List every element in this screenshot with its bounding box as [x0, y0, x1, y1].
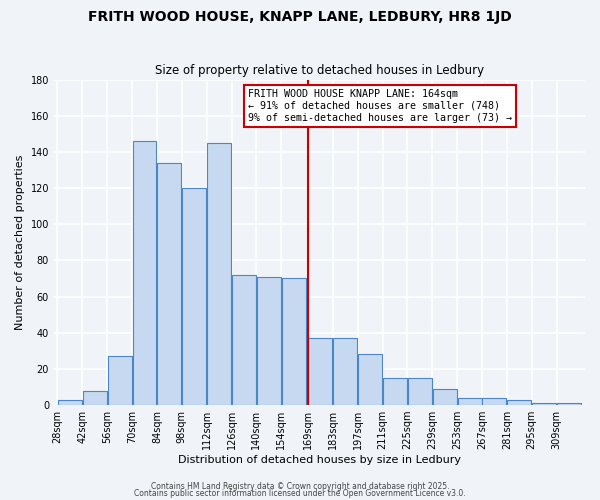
Bar	[458, 398, 482, 405]
Text: Contains HM Land Registry data © Crown copyright and database right 2025.: Contains HM Land Registry data © Crown c…	[151, 482, 449, 491]
Bar	[408, 378, 432, 405]
Text: Contains public sector information licensed under the Open Government Licence v3: Contains public sector information licen…	[134, 489, 466, 498]
Bar	[107, 356, 131, 405]
Bar	[358, 354, 382, 405]
Bar	[58, 400, 82, 405]
X-axis label: Distribution of detached houses by size in Ledbury: Distribution of detached houses by size …	[178, 455, 461, 465]
Bar	[232, 275, 256, 405]
Bar	[333, 338, 357, 405]
Bar	[133, 141, 157, 405]
Bar	[83, 390, 107, 405]
Bar	[507, 400, 531, 405]
Bar	[482, 398, 506, 405]
Text: FRITH WOOD HOUSE KNAPP LANE: 164sqm
← 91% of detached houses are smaller (748)
9: FRITH WOOD HOUSE KNAPP LANE: 164sqm ← 91…	[248, 90, 512, 122]
Bar	[532, 404, 556, 405]
Bar	[383, 378, 407, 405]
Title: Size of property relative to detached houses in Ledbury: Size of property relative to detached ho…	[155, 64, 484, 77]
Bar	[257, 276, 281, 405]
Bar	[157, 162, 181, 405]
Bar	[207, 143, 231, 405]
Text: FRITH WOOD HOUSE, KNAPP LANE, LEDBURY, HR8 1JD: FRITH WOOD HOUSE, KNAPP LANE, LEDBURY, H…	[88, 10, 512, 24]
Bar	[557, 404, 581, 405]
Bar	[433, 389, 457, 405]
Bar	[308, 338, 332, 405]
Bar	[282, 278, 305, 405]
Y-axis label: Number of detached properties: Number of detached properties	[15, 154, 25, 330]
Bar	[182, 188, 206, 405]
